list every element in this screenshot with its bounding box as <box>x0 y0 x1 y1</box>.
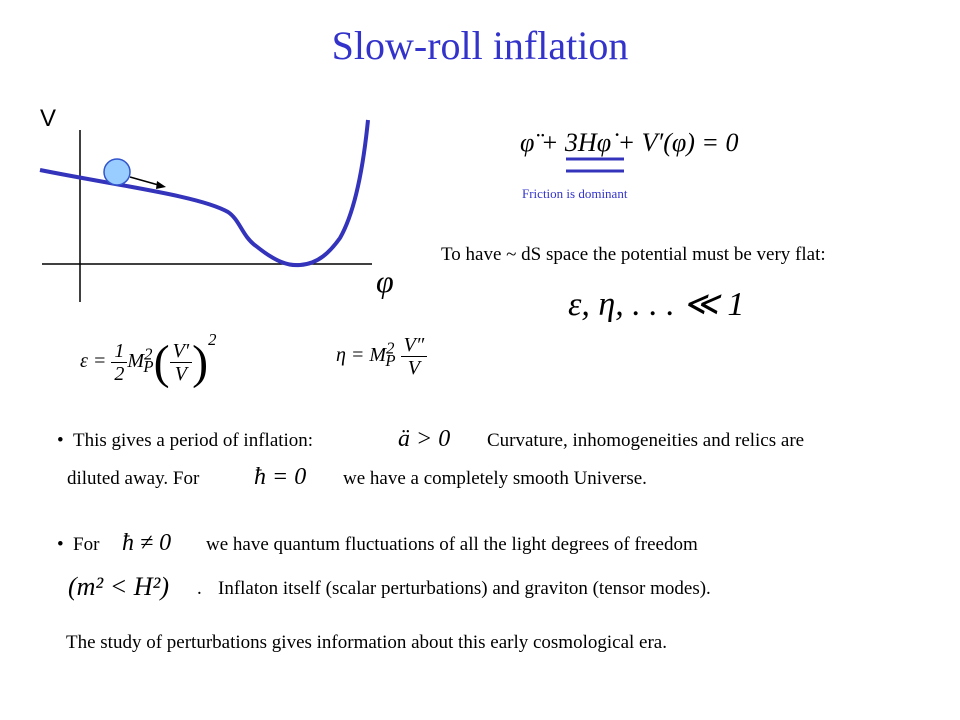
formula-text: 2 <box>144 344 153 364</box>
formula-text: V′ <box>169 340 193 363</box>
formula-text: ε = <box>80 350 107 372</box>
formula-text: M <box>127 350 145 372</box>
fraction: V′ V <box>169 340 193 385</box>
fraction: V″ V <box>400 334 428 379</box>
text: This gives a period of inflation: <box>73 430 314 451</box>
formula-text: V <box>174 362 187 385</box>
arrow-head <box>156 181 166 189</box>
text: diluted away. For <box>67 468 200 489</box>
text: Curvature, inhomogeneities and relics ar… <box>487 430 805 451</box>
potential-plot: V φ <box>39 105 394 302</box>
bullet-marker: • <box>57 430 64 451</box>
conclusion: The study of perturbations gives informa… <box>66 632 667 653</box>
formula-text: η = <box>336 344 365 367</box>
formula-text: P <box>385 351 396 371</box>
flatness-text: To have ~ dS space the potential must be… <box>441 244 826 265</box>
math: ħ ≠ 0 <box>122 530 172 556</box>
title: Slow-roll inflation <box>331 23 629 68</box>
y-label: V <box>40 105 56 132</box>
formula-text: M <box>369 344 387 367</box>
formula-text: P <box>143 357 154 376</box>
formula-text: 2 <box>208 330 217 349</box>
bullet-marker: • <box>57 534 64 555</box>
text: we have quantum fluctuations of all the … <box>206 534 698 555</box>
text: For <box>73 534 100 555</box>
formula-text: V″ <box>400 334 428 357</box>
formula-text: V <box>407 357 420 379</box>
equation: φ̈ + 3Hφ̇ + V′(φ) = 0 <box>520 128 739 157</box>
underline <box>566 157 624 173</box>
formula-text: 1 <box>111 340 128 363</box>
text: . <box>197 578 202 599</box>
flatness-condition: ε, η, . . . ≪ 1 <box>568 286 745 323</box>
math: ħ = 0 <box>254 464 307 490</box>
epsilon-formula: ε = 1 2 M2P(V′ V)2 <box>80 330 217 389</box>
text: we have a completely smooth Universe. <box>343 468 647 489</box>
formula-text: 2 <box>114 362 125 385</box>
eta-formula: η = M2P V″ V <box>336 334 428 379</box>
potential-curve <box>39 119 370 268</box>
text: Inflaton itself (scalar perturbations) a… <box>218 578 711 599</box>
math: (m² < H²) <box>68 572 170 601</box>
formula-text: 2 <box>386 338 395 358</box>
ball <box>103 158 131 186</box>
x-label: φ <box>376 263 394 299</box>
math: ä > 0 <box>398 426 451 452</box>
note: Friction is dominant <box>522 186 628 201</box>
